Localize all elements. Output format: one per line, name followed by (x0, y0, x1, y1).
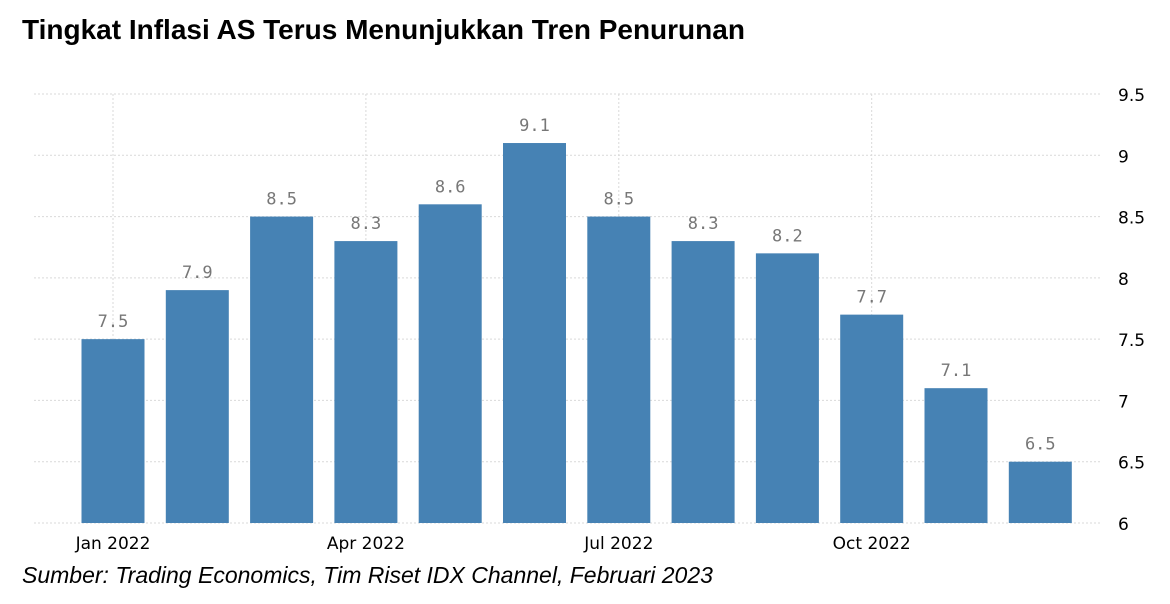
y-tick-label: 9.5 (1118, 86, 1145, 106)
data-label: 9.1 (519, 116, 550, 136)
data-label: 8.6 (435, 177, 466, 197)
x-axis: Jan 2022 Apr 2022 Jul 2022 Oct 2022 (75, 534, 911, 554)
y-tick-label: 9 (1118, 147, 1129, 167)
x-tick-label: Apr 2022 (327, 534, 405, 554)
bar (840, 314, 904, 523)
bar (671, 241, 735, 524)
y-tick-label: 7.5 (1118, 331, 1145, 351)
y-tick-label: 7 (1118, 392, 1129, 412)
data-label: 8.2 (772, 226, 803, 246)
data-label: 7.9 (182, 263, 213, 283)
bar (334, 241, 398, 524)
data-label: 8.3 (351, 214, 382, 234)
data-label: 7.7 (856, 288, 887, 308)
data-label: 6.5 (1025, 435, 1056, 455)
bar-layer (81, 143, 1072, 524)
y-tick-label: 8 (1118, 270, 1129, 290)
y-tick-label: 8.5 (1118, 209, 1145, 229)
bar (587, 216, 651, 524)
y-tick-label: 6.5 (1118, 454, 1145, 474)
bar (755, 253, 819, 524)
chart-title: Tingkat Inflasi AS Terus Menunjukkan Tre… (22, 14, 745, 45)
data-label: 7.1 (941, 361, 972, 381)
y-tick-label: 6 (1118, 515, 1129, 535)
bar (418, 204, 482, 524)
data-label: 7.5 (98, 312, 129, 332)
data-label: 8.3 (688, 214, 719, 234)
data-label: 8.5 (603, 190, 634, 210)
data-label-layer: 7.5 7.9 8.5 8.3 8.6 9.1 8.5 8.3 8.2 7.7 7.1 6.5 (98, 116, 1056, 455)
bar (81, 339, 145, 523)
bar (1008, 461, 1072, 523)
bar (924, 388, 988, 523)
bar (165, 290, 229, 523)
bar (250, 216, 314, 524)
x-tick-label: Jan 2022 (75, 534, 151, 554)
y-axis: 6 6.5 7 7.5 8 8.5 9 9.5 (1118, 86, 1145, 535)
bar (503, 143, 566, 523)
x-tick-label: Jul 2022 (583, 534, 653, 554)
x-tick-label: Oct 2022 (833, 534, 911, 554)
source-note: Sumber: Trading Economics, Tim Riset IDX… (22, 562, 713, 588)
data-label: 8.5 (266, 190, 297, 210)
